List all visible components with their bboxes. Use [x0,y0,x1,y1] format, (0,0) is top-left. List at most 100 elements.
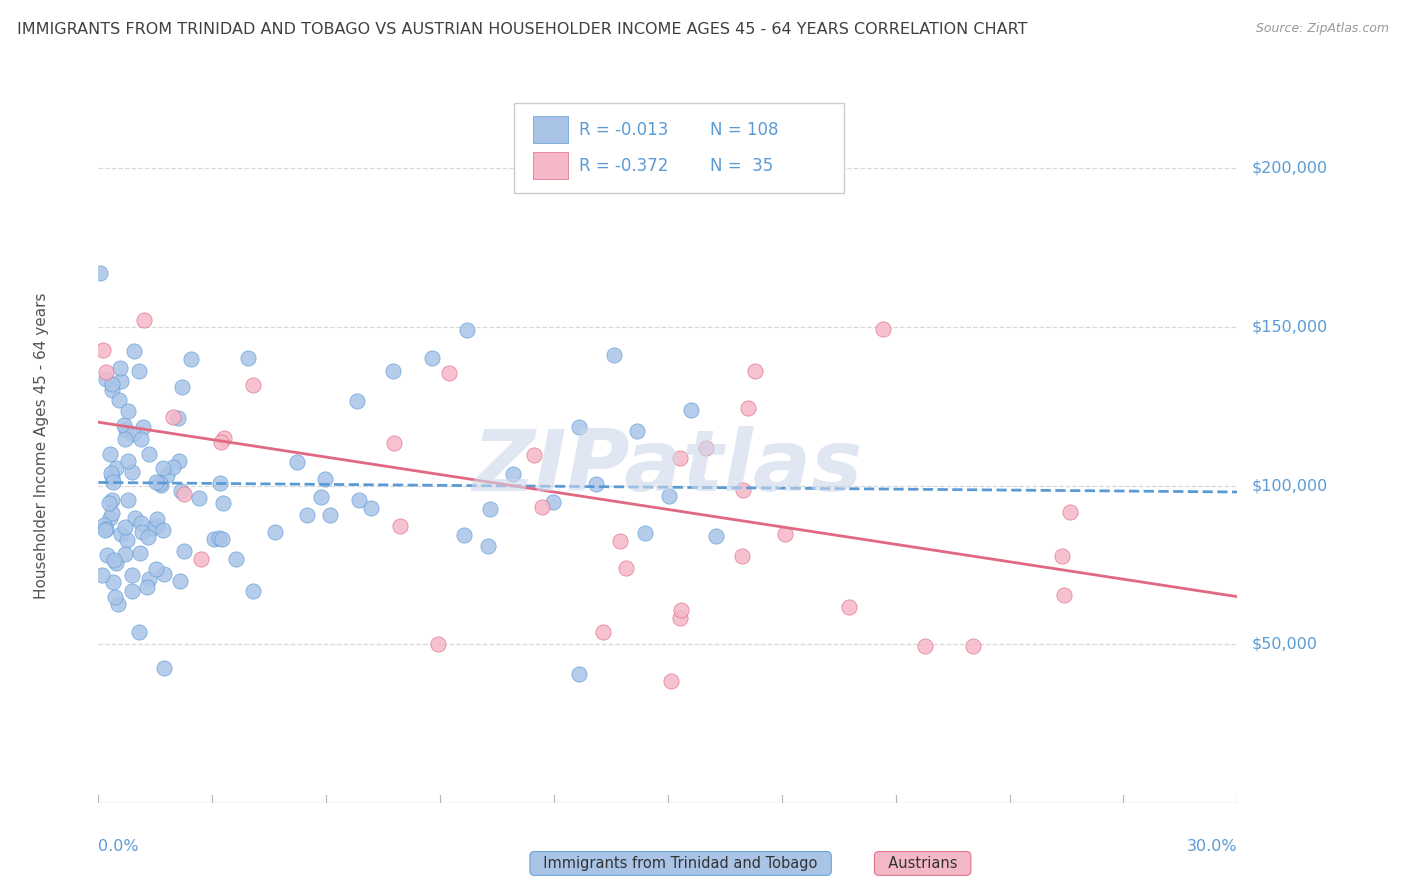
Point [531,500,554,515]
Point [114,547,136,561]
Point [167,411,190,425]
Point [420,351,443,366]
Point [121,427,143,442]
Point [173,544,195,558]
Point [173,486,195,500]
Point [360,501,382,516]
Point [679,402,702,417]
Text: Source: ZipAtlas.com: Source: ZipAtlas.com [1256,22,1389,36]
Point [135,580,157,594]
Point [117,454,139,468]
Point [167,454,190,468]
Text: Austrians: Austrians [879,856,966,871]
Point [208,475,231,490]
Point [626,424,648,438]
Point [132,420,155,434]
Point [389,519,412,533]
Point [382,436,405,450]
Text: $150,000: $150,000 [1251,319,1327,334]
Point [225,552,247,566]
Point [91,343,114,357]
Text: ZIPatlas: ZIPatlas [472,425,863,509]
Point [609,533,631,548]
Point [319,508,342,522]
Point [131,516,153,530]
Text: N = 108: N = 108 [710,121,779,139]
Point [838,599,860,614]
Point [242,378,264,392]
Point [101,384,124,398]
Point [117,492,139,507]
Point [138,447,160,461]
Point [121,568,143,582]
Point [614,560,637,574]
Point [132,313,155,327]
FancyBboxPatch shape [515,103,845,193]
Point [115,533,138,548]
Point [112,417,135,432]
Point [314,472,336,486]
Point [202,532,225,546]
Point [426,637,449,651]
Point [149,477,172,491]
Point [101,507,124,521]
Point [285,455,308,469]
Point [773,527,796,541]
Point [94,522,117,536]
Point [209,434,232,449]
Point [264,524,287,539]
Point [634,526,657,541]
Point [190,552,212,566]
Point [478,502,501,516]
Point [101,470,124,484]
Point [131,524,153,539]
Point [138,572,160,586]
Point [145,475,167,489]
Point [585,476,607,491]
Point [1059,505,1081,519]
Point [477,539,499,553]
Point [914,639,936,653]
Text: 30.0%: 30.0% [1187,838,1237,854]
Point [208,531,231,545]
Point [156,468,179,483]
Point [93,518,115,533]
Point [188,491,211,505]
Point [121,584,143,599]
Point [94,372,117,386]
Point [91,567,114,582]
Point [152,461,174,475]
Point [162,459,184,474]
Point [381,364,404,378]
Point [297,508,319,522]
Point [668,450,690,465]
Point [136,530,159,544]
Point [103,553,125,567]
Point [744,364,766,378]
Point [456,323,478,337]
Point [659,674,682,689]
Point [162,410,184,425]
Point [212,431,235,445]
Point [592,625,614,640]
Point [502,467,524,481]
Point [211,496,233,510]
Point [145,562,167,576]
Point [101,475,124,490]
Point [242,583,264,598]
Point [153,661,176,675]
Point [124,511,146,525]
Point [453,527,475,541]
Point [731,549,754,563]
Point [152,523,174,537]
Point [1053,589,1076,603]
Text: $50,000: $50,000 [1251,637,1317,652]
Bar [533,152,568,179]
Point [146,518,169,533]
Point [347,492,370,507]
Text: N =  35: N = 35 [710,157,773,175]
Point [94,524,117,538]
Point [170,380,193,394]
Text: R = -0.013: R = -0.013 [579,121,668,139]
Text: R = -0.372: R = -0.372 [579,157,668,175]
